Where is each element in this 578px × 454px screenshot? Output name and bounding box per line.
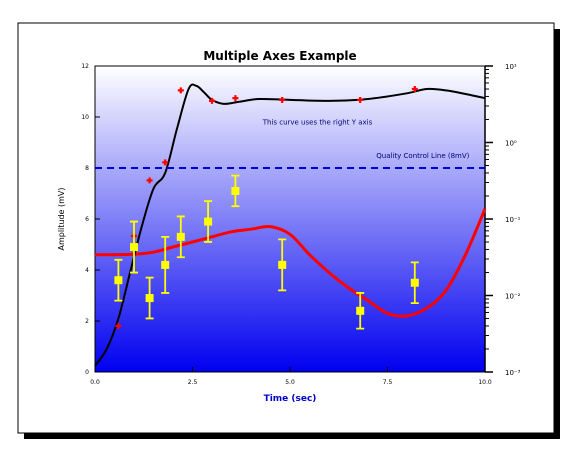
y2-tick-label: 10⁰ <box>505 140 517 148</box>
data-point-cross <box>411 86 418 93</box>
data-point-cross <box>232 95 239 102</box>
data-point-cross <box>209 97 215 104</box>
y-tick-label: 8 <box>85 165 89 172</box>
error-bar-point <box>204 217 213 226</box>
y-tick-label: 6 <box>85 216 89 223</box>
annotations: This curve uses the right Y axis Quality … <box>262 119 470 160</box>
error-bar-point <box>130 243 138 252</box>
y2-tick-label: 10⁻¹ <box>505 216 521 224</box>
y-tick-label: 12 <box>81 63 89 70</box>
data-point-cross <box>162 159 169 166</box>
error-bar-point <box>278 260 287 269</box>
data-point-cross <box>115 322 122 329</box>
y-tick-label: 4 <box>85 267 89 274</box>
y2-tick-label: 10¹ <box>505 63 517 71</box>
y-tick-label: 10 <box>81 114 89 121</box>
x-tick-label: 7.5 <box>383 379 393 386</box>
error-bar-point <box>161 260 170 269</box>
data-point-cross <box>279 96 286 103</box>
x-axis-label: Time (sec) <box>264 394 317 404</box>
y-tick-label: 0 <box>85 369 89 376</box>
y-axis-label: Amplitude (mV) <box>57 187 66 250</box>
x-tick-label: 5.0 <box>285 379 295 386</box>
right-axis-note: This curve uses the right Y axis <box>262 119 373 127</box>
plot-area <box>94 65 486 373</box>
error-bar-point <box>176 232 185 241</box>
quality-control-label: Quality Control Line (8mV) <box>376 152 469 160</box>
data-point-cross <box>177 87 184 94</box>
left-axis-curve <box>94 208 487 318</box>
error-bar-point <box>231 186 240 195</box>
data-point-cross <box>357 96 364 103</box>
axes: 0.0 2.5 5.0 7.5 10.0 0 2 4 6 8 10 12 10⁻³ 10⁻² 10⁻¹ 10⁰… <box>81 63 520 386</box>
series-marks <box>94 83 487 367</box>
error-bar-point <box>145 294 154 303</box>
data-point-cross <box>146 177 153 184</box>
x-tick-label: 0.0 <box>90 379 100 386</box>
error-bar-point <box>114 276 123 285</box>
y2-tick-label: 10⁻² <box>505 293 521 301</box>
y2-tick-label: 10⁻³ <box>505 369 521 377</box>
x-tick-label: 10.0 <box>478 379 492 386</box>
chart-title: Multiple Axes Example <box>203 49 356 63</box>
y-tick-label: 2 <box>85 318 89 325</box>
error-bar-point <box>410 278 419 287</box>
x-tick-label: 2.5 <box>188 379 198 386</box>
error-bar-point <box>356 306 365 315</box>
